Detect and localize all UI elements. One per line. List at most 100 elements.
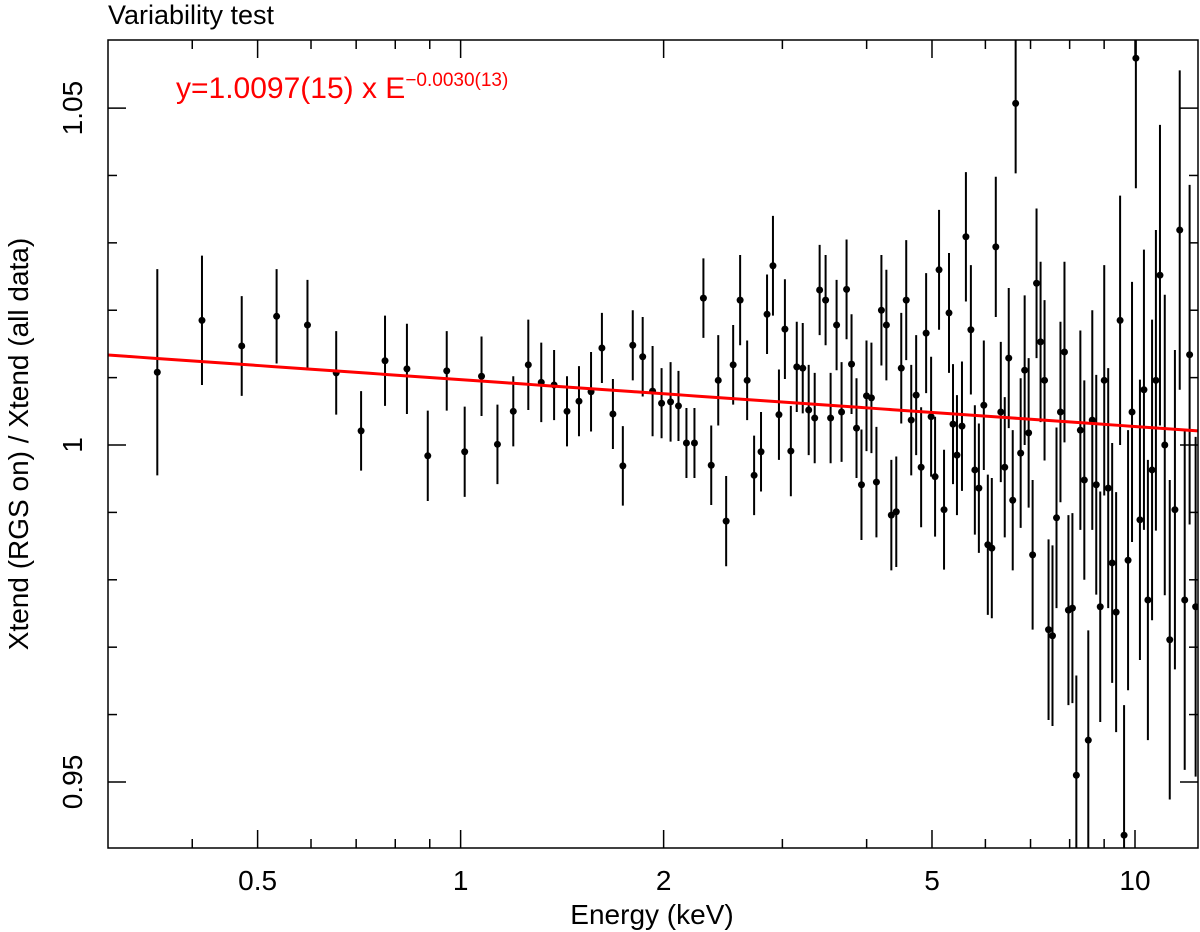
data-point xyxy=(403,365,411,373)
data-point xyxy=(1012,99,1020,107)
x-axis-label: Energy (keV) xyxy=(570,899,733,930)
data-point xyxy=(1025,429,1033,437)
data-point xyxy=(667,398,675,406)
data-point xyxy=(1144,596,1152,604)
data-point xyxy=(882,321,890,329)
data-point xyxy=(1156,271,1164,279)
data-point xyxy=(980,401,988,409)
data-point xyxy=(699,294,707,302)
data-point xyxy=(949,420,957,428)
data-point xyxy=(1171,506,1179,514)
data-point xyxy=(1104,484,1112,492)
data-point xyxy=(381,357,389,365)
data-point xyxy=(461,448,469,456)
x-tick-label: 5 xyxy=(924,865,940,896)
data-point xyxy=(1116,316,1124,324)
data-point xyxy=(822,296,830,304)
data-point xyxy=(1140,386,1148,394)
y-axis-label: Xtend (RGS on) / Xtend (all data) xyxy=(3,238,34,650)
data-point xyxy=(827,414,835,422)
data-point xyxy=(743,376,751,384)
data-point xyxy=(1029,551,1037,559)
data-point xyxy=(775,411,783,419)
data-point xyxy=(273,312,281,320)
data-point xyxy=(897,364,905,372)
data-point xyxy=(674,402,682,410)
data-point xyxy=(1092,481,1100,489)
data-point xyxy=(1088,416,1096,424)
data-point xyxy=(1005,354,1013,362)
data-point xyxy=(1128,408,1136,416)
data-point xyxy=(1033,279,1041,287)
data-point xyxy=(575,397,583,405)
data-point xyxy=(967,326,975,334)
data-point xyxy=(838,408,846,416)
data-point xyxy=(833,321,841,329)
data-point xyxy=(877,306,885,314)
data-point xyxy=(811,414,819,422)
data-point xyxy=(478,372,486,380)
data-point xyxy=(912,391,920,399)
data-point xyxy=(781,325,789,333)
data-point xyxy=(887,511,895,519)
data-point xyxy=(1056,408,1064,416)
data-point xyxy=(714,376,722,384)
data-point xyxy=(757,448,765,456)
data-point xyxy=(722,517,730,525)
data-point xyxy=(1041,376,1049,384)
data-point xyxy=(1048,632,1056,640)
data-point xyxy=(1120,831,1128,839)
data-point xyxy=(563,407,571,415)
x-tick-label: 1 xyxy=(453,865,469,896)
fit-annotation: y=1.0097(15) x E−0.0030(13) xyxy=(176,70,508,105)
data-point xyxy=(1096,603,1104,611)
data-point xyxy=(1124,556,1132,564)
data-point xyxy=(707,461,715,469)
data-point xyxy=(1186,351,1194,359)
data-point xyxy=(658,399,666,407)
data-point xyxy=(872,478,880,486)
data-point xyxy=(1080,476,1088,484)
data-point xyxy=(931,473,939,481)
data-point xyxy=(303,321,311,329)
data-point xyxy=(1009,496,1017,504)
plot-area xyxy=(108,40,1198,848)
data-point xyxy=(787,447,795,455)
data-point xyxy=(1072,771,1080,779)
data-point xyxy=(1136,516,1144,524)
data-point xyxy=(1021,366,1029,374)
data-point xyxy=(927,413,935,421)
data-point xyxy=(769,262,777,270)
data-point xyxy=(953,451,961,459)
data-point xyxy=(1161,441,1169,449)
data-point xyxy=(1108,559,1116,567)
data-point xyxy=(945,309,953,317)
data-point xyxy=(598,344,606,352)
data-point xyxy=(198,316,206,324)
data-point xyxy=(153,368,161,376)
x-tick-label: 2 xyxy=(656,865,672,896)
data-point xyxy=(736,296,744,304)
data-point xyxy=(988,544,996,552)
data-point xyxy=(907,416,915,424)
data-point xyxy=(238,342,246,350)
data-point xyxy=(922,329,930,337)
data-point xyxy=(843,285,851,293)
fit-label: y=1.0097(15) x E xyxy=(176,72,405,105)
data-point xyxy=(848,360,856,368)
data-point xyxy=(690,439,698,447)
plot-frame xyxy=(107,39,1199,849)
chart-title: Variability test xyxy=(108,0,275,30)
data-point xyxy=(509,407,517,415)
data-point xyxy=(639,353,647,361)
data-point xyxy=(892,508,900,516)
data-point xyxy=(940,506,948,514)
data-point xyxy=(1181,596,1189,604)
data-point xyxy=(1076,426,1084,434)
fit-line xyxy=(108,353,1198,433)
data-point xyxy=(1176,226,1184,234)
data-point xyxy=(609,410,617,418)
data-point xyxy=(1017,449,1025,457)
data-point xyxy=(816,286,824,294)
